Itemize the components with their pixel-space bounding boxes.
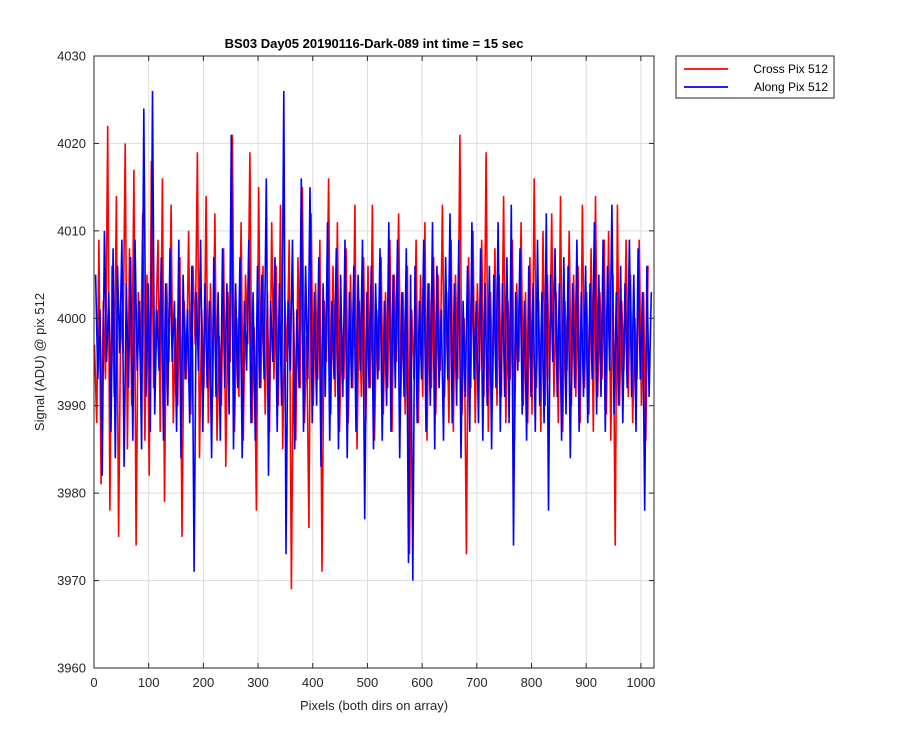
x-axis-label: Pixels (both dirs on array) <box>300 698 448 713</box>
y-tick-label: 3980 <box>57 486 86 501</box>
y-tick-label: 3960 <box>57 661 86 676</box>
x-tick-label: 700 <box>466 675 488 690</box>
legend-entry-label: Cross Pix 512 <box>753 62 828 76</box>
y-tick-label: 4000 <box>57 311 86 326</box>
x-tick-label: 400 <box>302 675 324 690</box>
y-tick-label: 4030 <box>57 49 86 64</box>
axis-ticks: 0 100 200 300 400 500 600 700 800 900 1000 3960 3970… <box>57 49 655 691</box>
x-tick-label: 300 <box>247 675 269 690</box>
series-line-along-pix-512 <box>94 90 653 581</box>
legend-entry-label: Along Pix 512 <box>754 80 828 94</box>
x-tick-label: 900 <box>575 675 597 690</box>
x-tick-label: 1000 <box>626 675 655 690</box>
x-tick-label: 200 <box>193 675 215 690</box>
y-tick-label: 4020 <box>57 136 86 151</box>
x-tick-label: 600 <box>411 675 433 690</box>
y-tick-label: 3990 <box>57 398 86 413</box>
legend-box <box>675 55 835 99</box>
legend: Cross Pix 512 Along Pix 512 <box>675 55 835 99</box>
x-tick-label: 0 <box>90 675 97 690</box>
x-tick-label: 100 <box>138 675 160 690</box>
x-tick-label: 800 <box>521 675 543 690</box>
y-axis-label: Signal (ADU) @ pix 512 <box>32 293 47 431</box>
y-tick-label: 3970 <box>57 573 86 588</box>
plot-frame <box>93 55 655 669</box>
x-tick-label: 500 <box>357 675 379 690</box>
series-layer <box>93 90 653 590</box>
y-tick-label: 4010 <box>57 223 86 238</box>
chart-title: BS03 Day05 20190116-Dark-089 int time = … <box>225 36 524 51</box>
